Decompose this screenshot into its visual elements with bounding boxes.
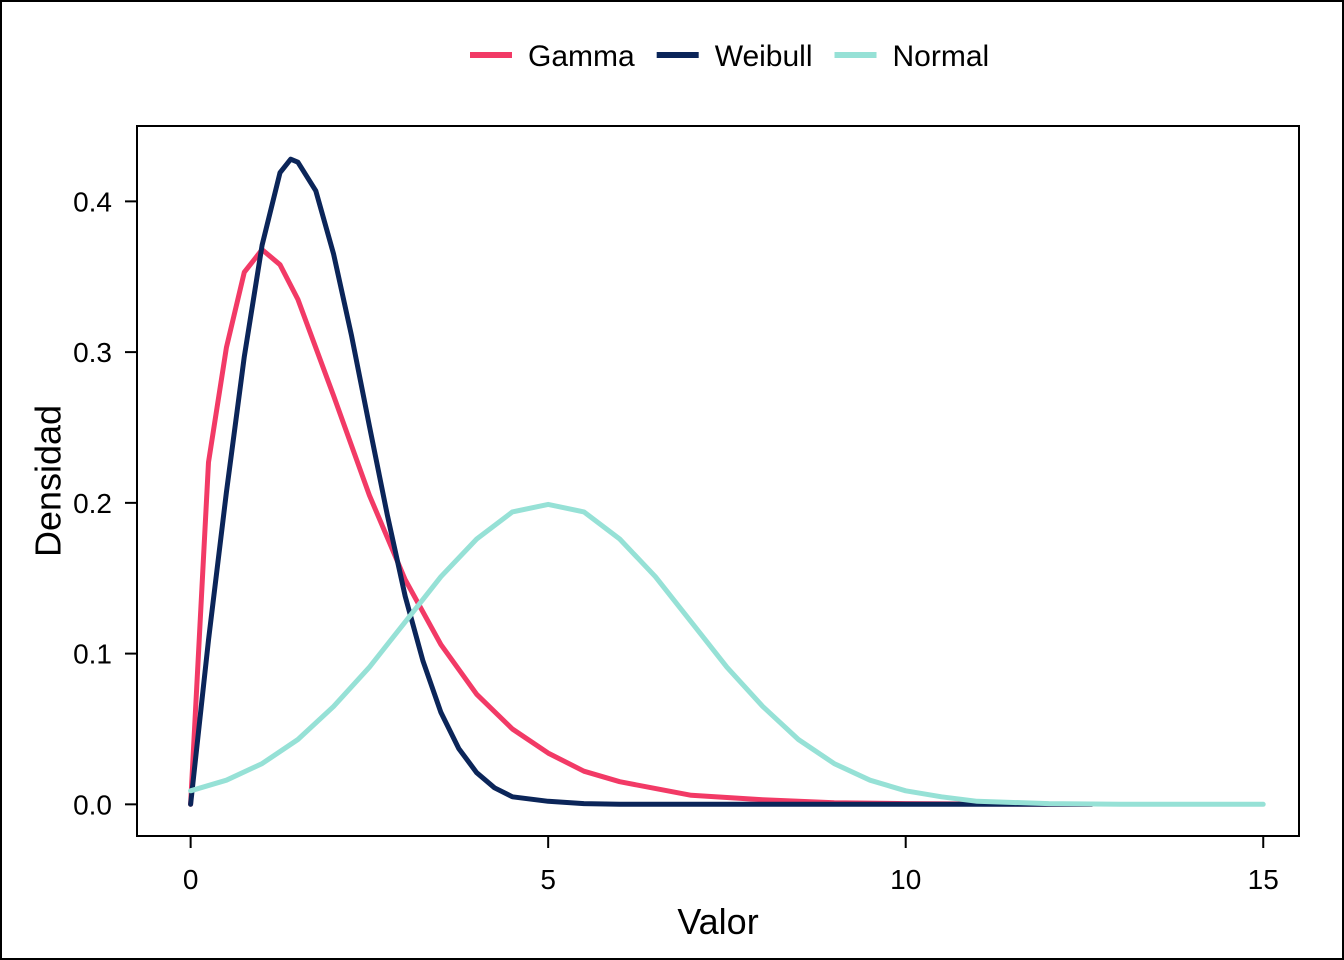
x-axis-title: Valor bbox=[677, 901, 758, 942]
y-tick-label: 0.3 bbox=[73, 337, 112, 368]
y-tick-label: 0.0 bbox=[73, 789, 112, 820]
x-tick-label: 15 bbox=[1248, 864, 1279, 895]
series-line-weibull bbox=[188, 156, 1095, 807]
legend-label-normal: Normal bbox=[893, 40, 990, 73]
y-tick-label: 0.4 bbox=[73, 186, 112, 217]
x-tick-label: 10 bbox=[890, 864, 921, 895]
legend: Gamma Weibull Normal bbox=[470, 40, 989, 73]
y-tick-label: 0.2 bbox=[73, 488, 112, 519]
x-tick-label: 0 bbox=[183, 864, 199, 895]
y-tick-label: 0.1 bbox=[73, 639, 112, 670]
plot-area bbox=[136, 125, 1300, 837]
y-axis: 0.0 0.1 0.2 0.3 0.4 bbox=[73, 186, 137, 820]
series-line-normal bbox=[188, 501, 1266, 807]
x-tick-label: 5 bbox=[540, 864, 556, 895]
x-axis: 0 5 10 15 bbox=[183, 836, 1279, 895]
y-axis-title: Densidad bbox=[28, 405, 69, 557]
legend-label-weibull: Weibull bbox=[715, 40, 813, 73]
series-layer bbox=[188, 156, 1266, 807]
legend-label-gamma: Gamma bbox=[528, 40, 635, 73]
